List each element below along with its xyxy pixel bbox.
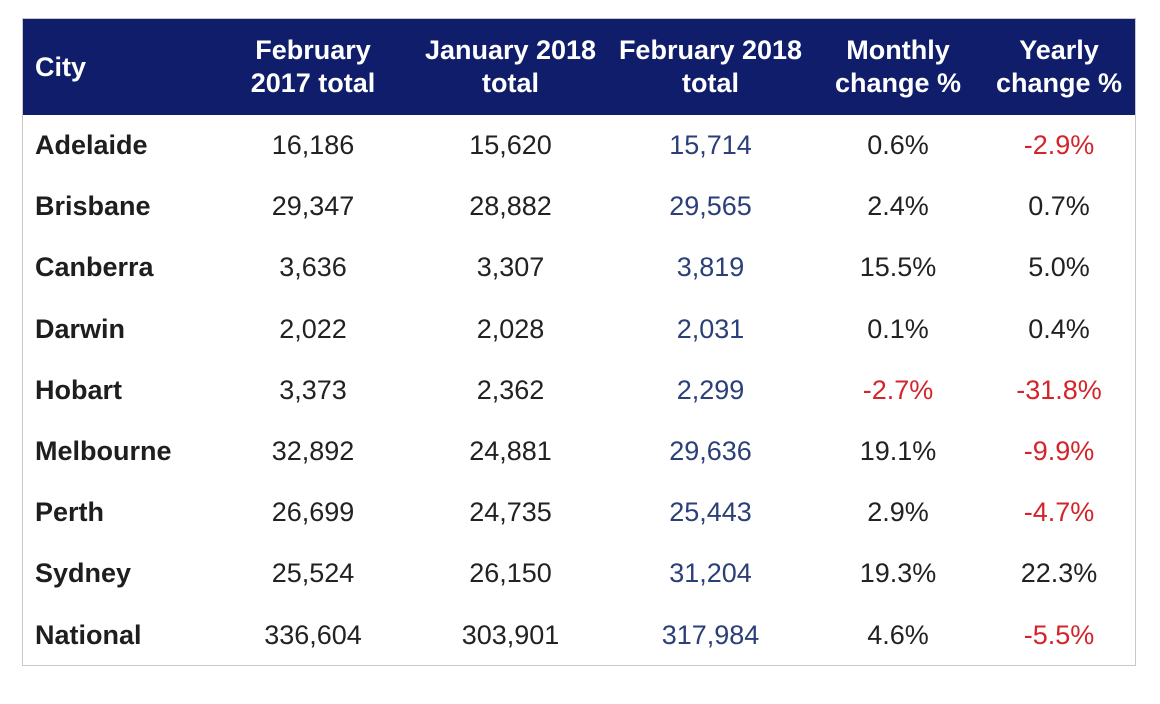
cell-jan-2018-total: 2,362 <box>476 374 545 405</box>
cell-city: Brisbane <box>35 191 151 222</box>
table-row: Melbourne 32,892 24,881 29,636 19.1% -9.… <box>23 421 1135 482</box>
table-header-row: City February 2017 total January 2018 to… <box>23 19 1135 115</box>
table-row: Brisbane 29,347 28,882 29,565 2.4% 0.7% <box>23 176 1135 237</box>
cell-monthly-change: 4.6% <box>867 619 929 650</box>
table-row: Canberra 3,636 3,307 3,819 15.5% 5.0% <box>23 237 1135 298</box>
cell-city: Darwin <box>35 313 126 344</box>
cell-feb-2018-total: 29,636 <box>669 436 752 467</box>
cell-yearly-change: 0.4% <box>1028 313 1090 344</box>
cell-feb-2018-total: 15,714 <box>669 130 752 161</box>
column-header-feb-2017: February 2017 total <box>213 19 413 115</box>
column-header-yearly-change: Yearly change % <box>983 19 1135 115</box>
cell-city: Sydney <box>35 558 132 589</box>
cell-yearly-change: -5.5% <box>1023 619 1095 650</box>
cell-yearly-change: -2.9% <box>1023 130 1095 161</box>
column-header-jan-2018-line1: January 2018 <box>424 35 597 65</box>
table-row: Perth 26,699 24,735 25,443 2.9% -4.7% <box>23 482 1135 543</box>
cell-yearly-change: 22.3% <box>1020 558 1098 589</box>
listings-table-frame: City February 2017 total January 2018 to… <box>22 18 1136 666</box>
cell-feb-2017-total: 29,347 <box>271 191 355 222</box>
cell-jan-2018-total: 26,150 <box>469 558 552 589</box>
column-header-jan-2018: January 2018 total <box>413 19 608 115</box>
cell-monthly-change: -2.7% <box>862 374 934 405</box>
cell-feb-2018-total: 29,565 <box>669 191 752 222</box>
cell-yearly-change: -31.8% <box>1016 374 1102 405</box>
cell-jan-2018-total: 3,307 <box>476 252 545 283</box>
cell-monthly-change: 15.5% <box>859 252 937 283</box>
column-header-yearly-change-line1: Yearly <box>1019 35 1099 65</box>
column-header-monthly-change-line2: change % <box>834 68 962 98</box>
cell-monthly-change: 2.9% <box>867 497 929 528</box>
cell-feb-2017-total: 26,699 <box>271 497 355 528</box>
cell-feb-2018-total: 25,443 <box>669 497 752 528</box>
cell-feb-2018-total: 31,204 <box>669 558 752 589</box>
table-row: Hobart 3,373 2,362 2,299 -2.7% -31.8% <box>23 360 1135 421</box>
table-row: Sydney 25,524 26,150 31,204 19.3% 22.3% <box>23 543 1135 604</box>
cell-feb-2017-total: 2,022 <box>279 313 347 344</box>
cell-jan-2018-total: 24,735 <box>469 497 552 528</box>
cell-jan-2018-total: 15,620 <box>469 130 552 161</box>
city-listings-table: City February 2017 total January 2018 to… <box>23 19 1135 666</box>
cell-yearly-change: 0.7% <box>1028 191 1090 222</box>
column-header-monthly-change-line1: Monthly <box>846 35 950 65</box>
table-row: Darwin 2,022 2,028 2,031 0.1% 0.4% <box>23 299 1135 360</box>
cell-feb-2017-total: 3,373 <box>279 374 347 405</box>
column-header-feb-2018-line1: February 2018 <box>618 35 803 65</box>
cell-yearly-change: 5.0% <box>1028 252 1090 283</box>
cell-city: Melbourne <box>35 436 172 467</box>
cell-city: National <box>35 619 142 650</box>
cell-feb-2018-total: 2,299 <box>676 374 745 405</box>
cell-feb-2017-total: 3,636 <box>279 252 347 283</box>
table-row: Adelaide 16,186 15,620 15,714 0.6% -2.9% <box>23 115 1135 176</box>
cell-city: Adelaide <box>35 130 148 161</box>
cell-feb-2017-total: 32,892 <box>271 436 355 467</box>
cell-monthly-change: 0.6% <box>867 130 929 161</box>
cell-city: Perth <box>35 497 105 528</box>
cell-monthly-change: 2.4% <box>867 191 929 222</box>
table-row-national: National 336,604 303,901 317,984 4.6% -5… <box>23 605 1135 666</box>
column-header-feb-2017-line2: 2017 total <box>250 68 376 98</box>
column-header-yearly-change-line2: change % <box>995 68 1123 98</box>
cell-yearly-change: -4.7% <box>1023 497 1095 528</box>
cell-monthly-change: 19.3% <box>859 558 937 589</box>
cell-feb-2018-total: 317,984 <box>661 619 760 650</box>
cell-feb-2018-total: 3,819 <box>676 252 745 283</box>
cell-feb-2017-total: 336,604 <box>264 619 362 650</box>
column-header-city: City <box>35 51 87 82</box>
cell-city: Hobart <box>35 374 122 405</box>
column-header-monthly-change: Monthly change % <box>813 19 983 115</box>
cell-jan-2018-total: 24,881 <box>469 436 552 467</box>
cell-monthly-change: 0.1% <box>867 313 929 344</box>
cell-feb-2017-total: 16,186 <box>271 130 355 161</box>
cell-jan-2018-total: 303,901 <box>461 619 560 650</box>
column-header-jan-2018-line2: total <box>482 68 539 98</box>
cell-monthly-change: 19.1% <box>859 436 937 467</box>
column-header-feb-2018-line2: total <box>682 68 739 98</box>
cell-jan-2018-total: 2,028 <box>476 313 545 344</box>
cell-feb-2018-total: 2,031 <box>676 313 745 344</box>
cell-jan-2018-total: 28,882 <box>469 191 552 222</box>
cell-city: Canberra <box>35 252 154 283</box>
column-header-feb-2017-line1: February <box>255 35 371 65</box>
column-header-feb-2018: February 2018 total <box>608 19 813 115</box>
cell-feb-2017-total: 25,524 <box>271 558 355 589</box>
cell-yearly-change: -9.9% <box>1023 436 1095 467</box>
